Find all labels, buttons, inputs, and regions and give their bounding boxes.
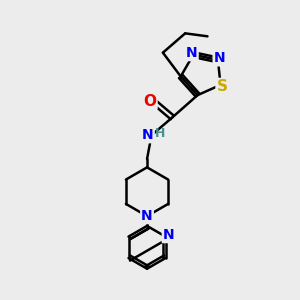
Text: O: O [143,94,157,109]
Text: N: N [214,51,225,65]
Text: N: N [141,209,153,223]
Text: S: S [217,79,227,94]
Text: N: N [142,128,154,142]
Text: N: N [163,228,174,242]
Text: H: H [154,127,165,140]
Text: N: N [186,46,198,60]
